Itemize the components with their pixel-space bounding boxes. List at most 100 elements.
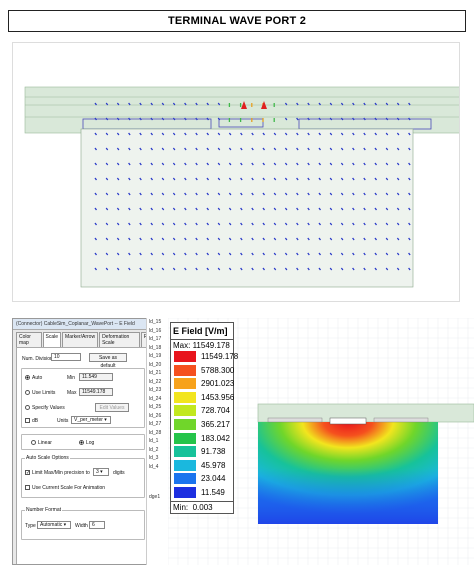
field-arrow [408, 177, 411, 181]
field-arrow [116, 117, 120, 121]
field-arrow [116, 192, 120, 196]
tab-color-map[interactable]: Color map [16, 332, 42, 347]
field-arrow [385, 237, 389, 241]
field-arrow [172, 177, 176, 181]
field-arrow [408, 222, 411, 226]
auto-scale-options-label: Auto Scale Options [25, 455, 70, 461]
tree-item[interactable]: ld_25 [149, 404, 162, 410]
field-arrow [105, 102, 109, 106]
field-arrow [240, 222, 243, 226]
field-arrow [329, 177, 333, 181]
tree-item[interactable]: ld_16 [149, 327, 162, 334]
field-arrow [318, 147, 322, 151]
tab-deformation-scale[interactable]: Deformation Scale [99, 332, 140, 347]
field-arrow [318, 252, 322, 256]
field-arrow [352, 192, 355, 196]
field-arrow [408, 252, 411, 256]
tree-item[interactable]: ld_26 [149, 412, 162, 419]
field-arrow [105, 147, 109, 151]
tree-item[interactable]: ld_20 [149, 361, 162, 368]
tab-scale[interactable]: Scale [42, 332, 62, 347]
use-limits-radio[interactable]: Use Limits [25, 390, 55, 396]
db-checkbox[interactable]: dB [25, 418, 38, 424]
field-arrow [307, 177, 310, 181]
save-as-default-button[interactable]: Save as default [89, 353, 127, 369]
field-arrow [217, 177, 221, 181]
tree-item[interactable]: ld_2 [149, 446, 159, 453]
legend-swatch [174, 364, 196, 376]
field-arrow [396, 147, 400, 151]
field-arrow [284, 162, 288, 166]
digits-label: digits [113, 470, 125, 476]
chevron-down-icon: ▾ [104, 417, 107, 423]
field-arrow [184, 132, 187, 136]
field-arrow [195, 132, 198, 136]
field-magnitude-view[interactable] [168, 318, 474, 565]
field-arrow [184, 117, 187, 121]
field-arrow [296, 132, 299, 136]
units-select[interactable]: V_per_meter ▾ [71, 416, 111, 424]
tree-item[interactable]: ld_17 [149, 336, 162, 342]
field-arrow [172, 207, 176, 211]
specify-values-radio[interactable]: Specify Values [25, 405, 65, 411]
field-arrow [273, 237, 277, 241]
limit-precision-checkbox[interactable]: ✓ Limit Max/Min precision to [25, 470, 90, 477]
tree-item[interactable]: ld_23 [149, 387, 162, 393]
legend-value: 183.042 [201, 433, 230, 443]
use-current-scale-checkbox[interactable]: Use Current Scale For Animation [25, 485, 105, 491]
field-arrow [172, 267, 176, 271]
linear-radio[interactable]: Linear [31, 440, 52, 446]
legend-value: 5788.300 [201, 365, 235, 375]
tree-item[interactable]: ld_27 [149, 421, 162, 427]
field-arrow [385, 102, 389, 106]
field-arrow [340, 267, 344, 271]
width-input[interactable]: 6 [89, 521, 105, 529]
auto-scale-options-group [21, 458, 145, 498]
field-arrow [228, 132, 232, 136]
log-radio[interactable]: Log [79, 440, 94, 446]
tree-item[interactable]: ld_28 [149, 429, 162, 436]
field-arrow [296, 102, 299, 106]
tree-item[interactable]: ld_3 [149, 455, 159, 461]
field-arrow [352, 237, 355, 241]
legend-value: 11.549 [201, 488, 225, 497]
auto-radio[interactable]: Auto [25, 375, 42, 381]
field-arrow [251, 177, 254, 181]
tree-item[interactable]: ld_22 [149, 378, 162, 385]
field-arrow [139, 177, 142, 181]
max-input[interactable]: 11549.178 [79, 388, 113, 396]
num-division-input[interactable]: 10 [51, 353, 81, 361]
tree-item[interactable]: ld_24 [149, 395, 162, 402]
field-arrow [352, 132, 355, 136]
tree-item[interactable]: ld_18 [149, 344, 162, 351]
field-arrow [340, 102, 344, 106]
vector-field-view[interactable] [12, 42, 460, 302]
field-arrow [206, 237, 210, 241]
min-input[interactable]: 11.549 [79, 373, 113, 381]
field-arrow [228, 177, 232, 181]
field-arrow [217, 147, 221, 151]
field-arrow [340, 237, 344, 241]
type-select[interactable]: Automatic ▾ [37, 521, 71, 529]
field-arrow [374, 132, 378, 136]
field-arrow [172, 252, 176, 256]
tree-item[interactable]: ld_19 [149, 353, 162, 359]
field-arrow [172, 132, 176, 136]
tab-marker-arrow[interactable]: Marker/Arrow [62, 332, 99, 347]
field-arrow [262, 132, 266, 136]
field-arrow [195, 207, 198, 211]
tree-item[interactable]: ld_4 [149, 463, 159, 470]
scale-type-group [21, 434, 145, 450]
field-arrow [329, 267, 333, 271]
tree-item[interactable]: ld_21 [149, 370, 162, 376]
tree-item[interactable]: dge1 [149, 494, 161, 500]
field-arrow [139, 267, 142, 271]
field-arrow [184, 267, 187, 271]
tree-item[interactable]: ld_1 [149, 438, 159, 444]
precision-select[interactable]: 3 ▾ [93, 468, 109, 476]
field-arrow [273, 162, 277, 166]
edit-values-button[interactable]: Edit Values [95, 403, 129, 412]
tree-item[interactable]: ld_15 [149, 319, 162, 325]
field-arrow [307, 222, 310, 226]
field-arrow [150, 192, 154, 196]
